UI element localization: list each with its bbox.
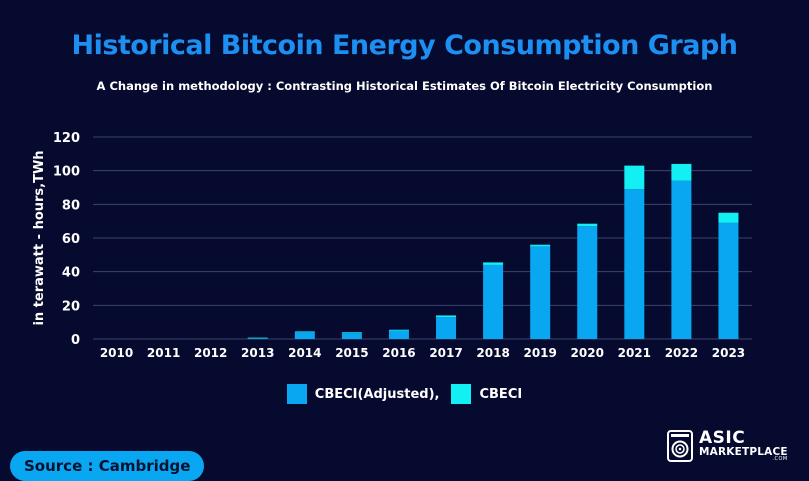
- y-tick-label: 100: [53, 165, 80, 180]
- bar-cbeci-adjusted-2017: [436, 317, 457, 339]
- asic-marketplace-logo: ASIC MARKETPLACE .COM: [667, 427, 788, 463]
- y-tick-label: 60: [62, 232, 80, 247]
- y-tick-label: 80: [62, 198, 80, 213]
- bar-cbeci-adjusted-2019: [530, 246, 551, 339]
- x-tick-label: 2022: [665, 346, 698, 360]
- chart-subtitle: A Change in methodology : Contrasting Hi…: [96, 79, 713, 93]
- legend-label-adjusted: CBECI(Adjusted),: [314, 386, 440, 402]
- x-tick-label: 2013: [241, 346, 274, 360]
- bar-cbeci-adjusted-2013: [247, 338, 268, 339]
- bar-cbeci-2017: [436, 315, 457, 318]
- x-tick-label: 2019: [523, 346, 556, 360]
- bar-cbeci-2021: [624, 165, 645, 190]
- bar-cbeci-2023: [718, 212, 739, 223]
- bar-cbeci-2020: [577, 223, 598, 227]
- gridlines: [93, 136, 752, 340]
- source-badge: Source : Cambridge: [10, 451, 205, 481]
- logo-line2: MARKETPLACE: [699, 445, 788, 458]
- y-axis-ticks: 0 20 40 60 80 100 120: [53, 131, 80, 348]
- bar-cbeci-2015: [341, 332, 362, 334]
- chart-title: Historical Bitcoin Energy Consumption Gr…: [71, 30, 738, 61]
- y-tick-label: 120: [53, 131, 80, 146]
- logo-line1: ASIC: [699, 427, 746, 448]
- x-tick-label: 2018: [476, 346, 509, 360]
- logo-line3: .COM: [772, 456, 788, 463]
- x-tick-label: 2017: [429, 346, 462, 360]
- bar-cbeci-2014: [294, 331, 315, 333]
- x-tick-label: 2011: [147, 346, 180, 360]
- x-tick-label: 2021: [618, 346, 651, 360]
- bar-cbeci-adjusted-2022: [671, 180, 692, 339]
- x-tick-label: 2015: [335, 346, 368, 360]
- y-tick-label: 40: [62, 266, 80, 281]
- bar-cbeci-adjusted-2023: [718, 222, 739, 339]
- bar-cbeci-adjusted-2020: [577, 226, 598, 339]
- bars: [247, 163, 739, 339]
- x-tick-label: 2010: [100, 346, 133, 360]
- legend-swatch-adjusted: [286, 384, 307, 404]
- y-tick-label: 20: [62, 299, 80, 314]
- x-tick-label: 2020: [571, 346, 604, 360]
- asic-miner-icon: [667, 430, 693, 462]
- legend-label-cbeci: CBECI: [479, 386, 523, 402]
- x-axis-ticks: 2010 2011 2012 2013 2014 2015 2016 2017 2018 2019…: [100, 346, 745, 360]
- bar-cbeci-2019: [530, 244, 551, 247]
- x-tick-label: 2023: [712, 346, 745, 360]
- bar-chart: 0 20 40 60 80 100 120 2010 2011 2012 2013 2014 2015…: [32, 131, 752, 360]
- y-axis-label: in terawatt - hours,TWh: [32, 150, 47, 325]
- chart-legend: CBECI(Adjusted), CBECI: [0, 384, 809, 404]
- bar-cbeci-2013: [247, 337, 268, 339]
- x-tick-label: 2014: [288, 346, 321, 360]
- bar-cbeci-adjusted-2016: [388, 330, 409, 339]
- bar-cbeci-adjusted-2021: [624, 189, 645, 339]
- bar-cbeci-adjusted-2018: [483, 264, 504, 339]
- x-tick-label: 2012: [194, 346, 227, 360]
- y-tick-label: 0: [71, 333, 80, 348]
- bar-cbeci-2016: [388, 329, 409, 331]
- x-tick-label: 2016: [382, 346, 415, 360]
- legend-swatch-cbeci: [451, 384, 472, 404]
- bar-cbeci-adjusted-2014: [294, 332, 315, 339]
- legend-item-cbeci: CBECI: [451, 384, 522, 404]
- bar-cbeci-adjusted-2015: [341, 333, 362, 339]
- bar-cbeci-2022: [671, 163, 692, 181]
- bar-cbeci-2018: [483, 262, 504, 265]
- legend-item-adjusted: CBECI(Adjusted),: [286, 384, 440, 404]
